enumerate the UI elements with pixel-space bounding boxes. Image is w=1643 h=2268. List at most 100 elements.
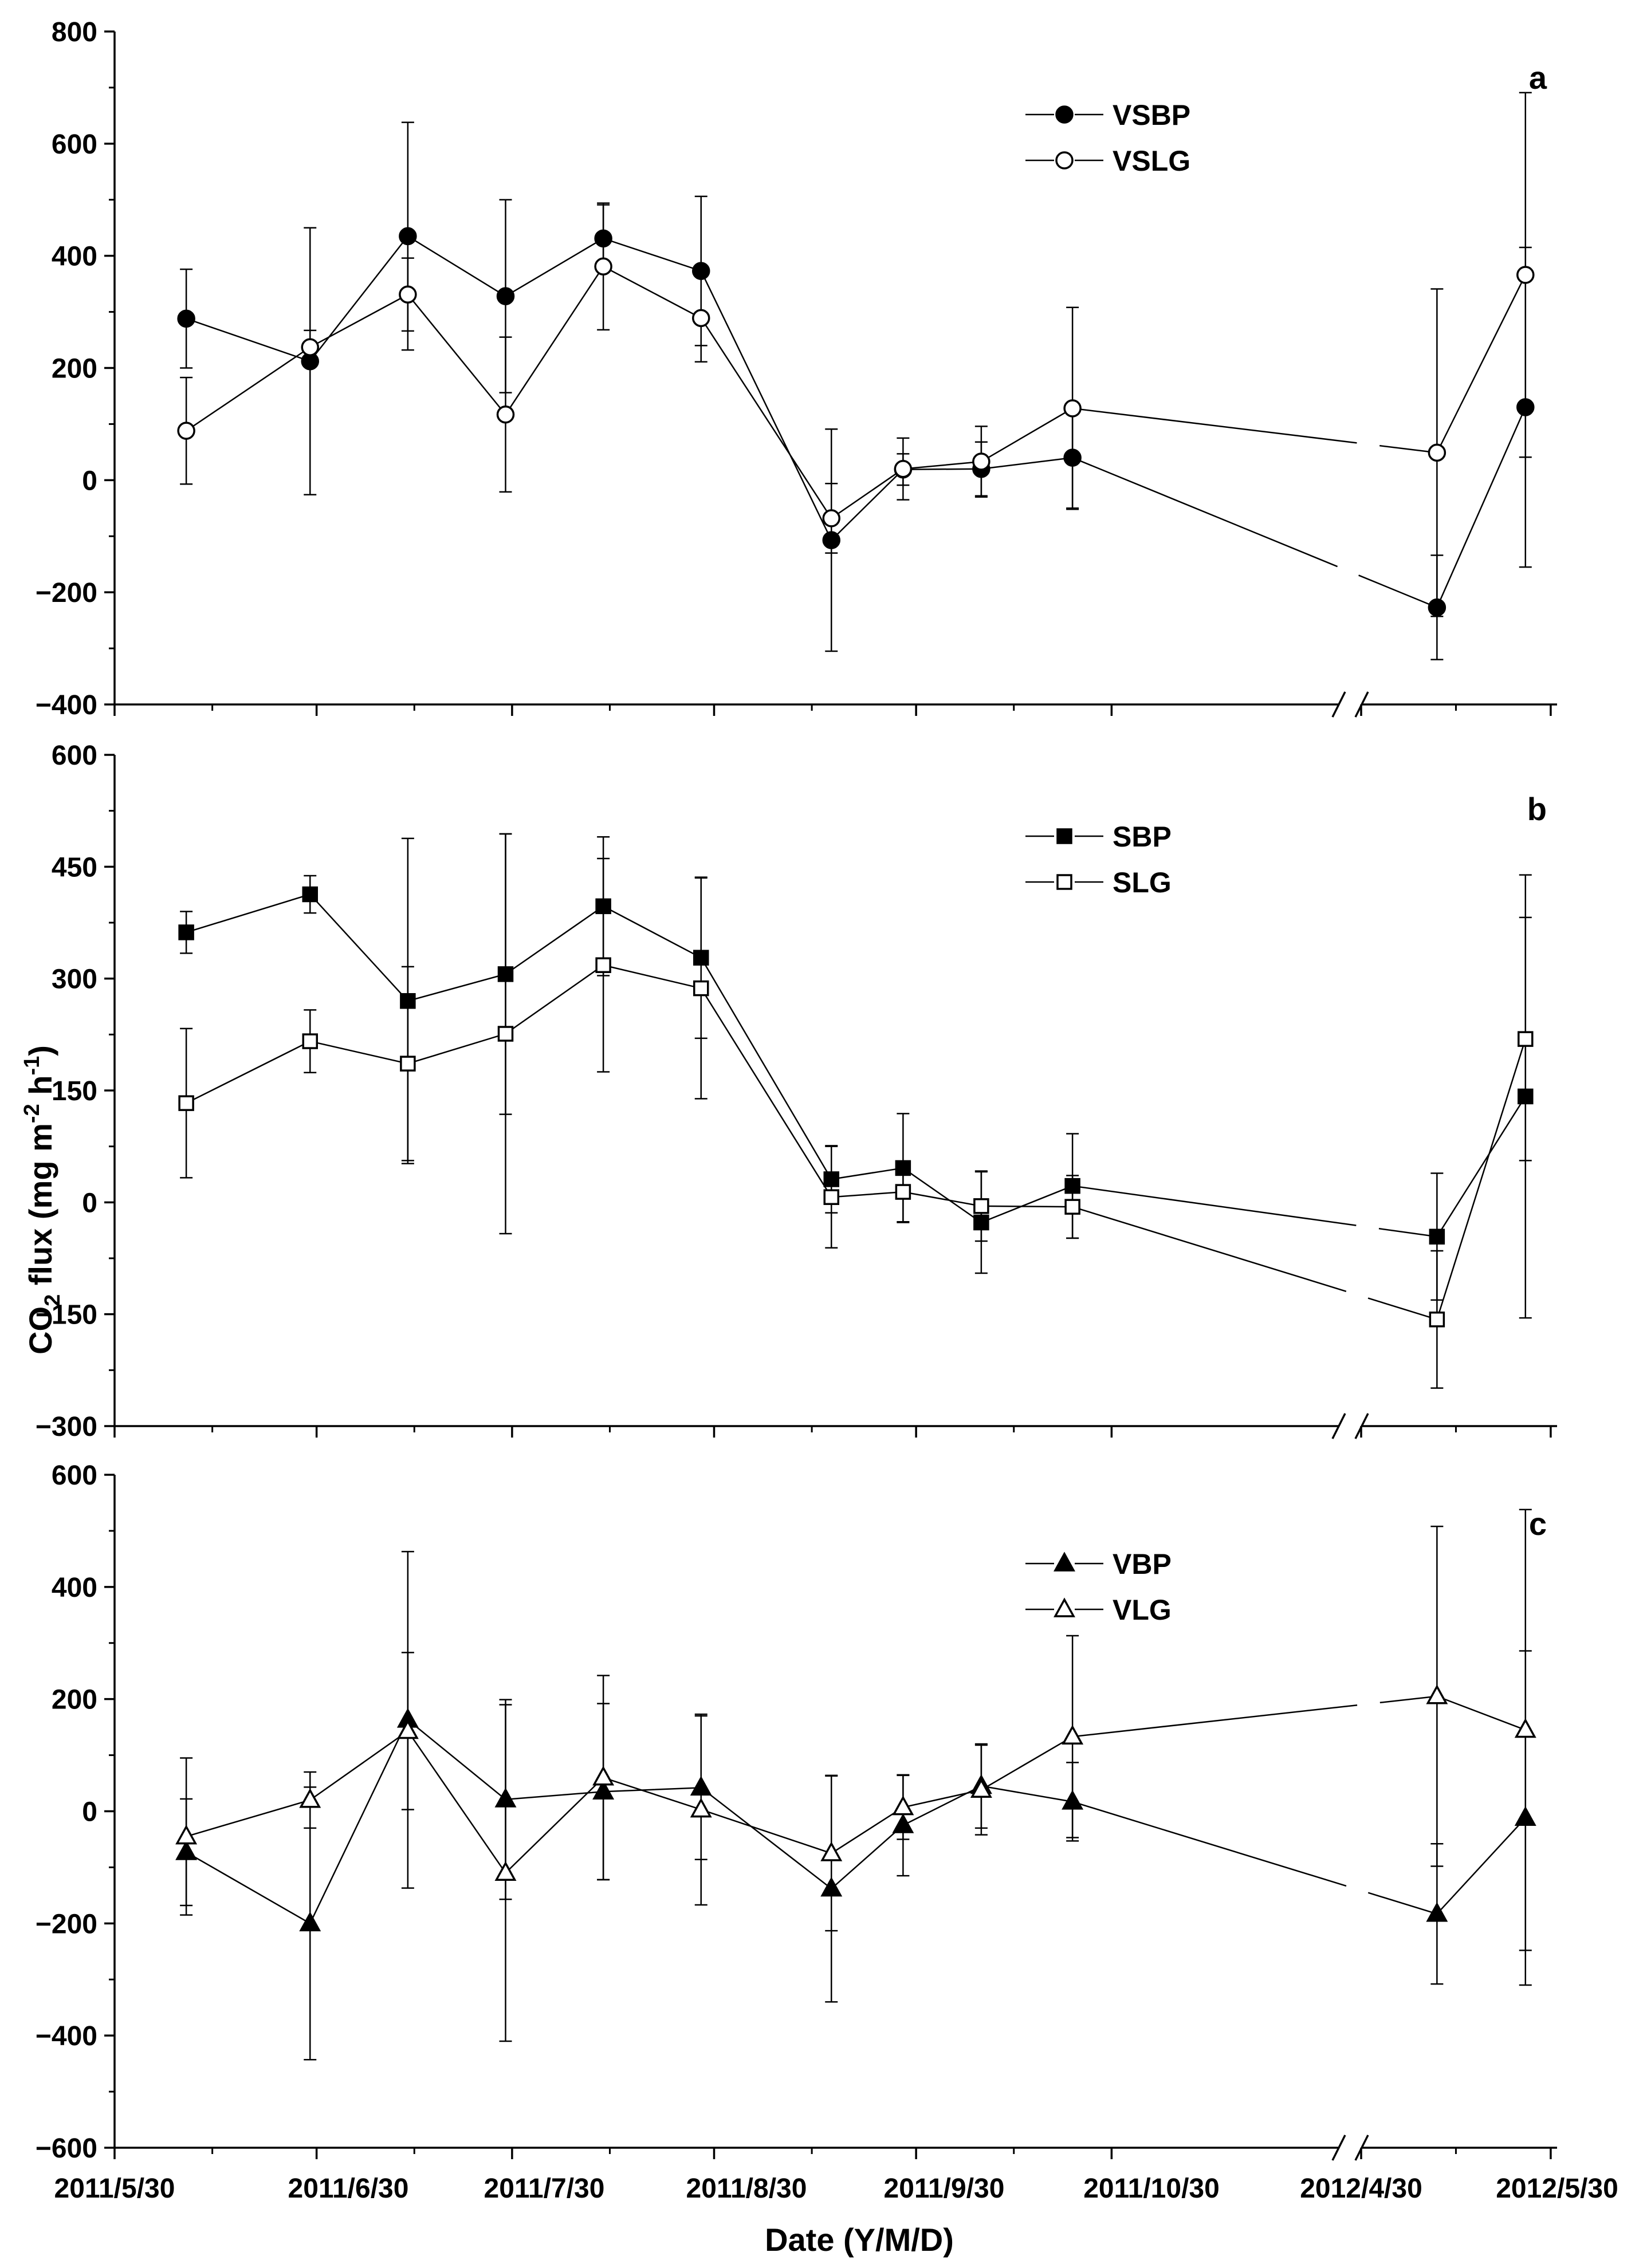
y-tick-label: −200: [36, 1909, 97, 1939]
x-tick-label: 2011/8/30: [686, 2174, 807, 2204]
y-tick-label: 450: [52, 852, 97, 883]
data-point: [177, 309, 195, 328]
axis-break-mark: [1331, 1413, 1346, 1439]
legend-label: VBP: [1113, 1548, 1172, 1580]
data-point: [302, 1033, 318, 1049]
x-tick-label: 2012/4/30: [1300, 2174, 1422, 2204]
series-line: [1436, 1038, 1526, 1320]
data-point: [820, 1841, 843, 1861]
y-tick-label: −400: [36, 2021, 97, 2052]
data-point: [973, 1198, 989, 1214]
y-tick-label: −300: [36, 1412, 97, 1442]
axis-break-mark: [1331, 2135, 1346, 2161]
data-point: [594, 257, 612, 276]
x-tick-label: 2011/5/30: [54, 2174, 175, 2204]
series-line-break: [1072, 1801, 1437, 1915]
x-axis-title: Date (Y/M/D): [765, 2222, 954, 2258]
x-tick-labels: 2011/5/30 2011/6/30 2011/7/30 2011/8/30 …: [54, 2174, 1618, 2204]
data-point: [1054, 1597, 1075, 1617]
panel-label: b: [1527, 791, 1547, 827]
data-point: [822, 509, 840, 527]
series-line: [186, 265, 1073, 519]
data-point: [302, 886, 318, 903]
y-title-prefix: CO: [22, 1306, 58, 1354]
series-line-break: [1072, 1206, 1437, 1320]
y-title-sub: 2: [41, 1294, 65, 1306]
series-line-break: [1072, 457, 1437, 608]
x-tick-label: 2011/7/30: [484, 2174, 605, 2204]
series-line-break: [1072, 1185, 1437, 1238]
data-point: [299, 1788, 321, 1808]
panels-layer: 8006004002000−200−400VSBPVSLGa6004503001…: [36, 17, 1557, 2164]
data-point: [692, 309, 710, 328]
legend-label: VSLG: [1113, 145, 1190, 177]
data-point: [595, 957, 611, 973]
data-point: [1518, 1031, 1534, 1047]
data-point: [1428, 443, 1447, 462]
series-line: [186, 964, 1073, 1208]
data-point: [894, 460, 913, 478]
series-line-break: [1072, 407, 1437, 454]
data-point: [400, 1056, 416, 1072]
legend-label: VSBP: [1113, 99, 1190, 131]
data-point: [1429, 1312, 1445, 1328]
y-tick-label: 600: [52, 129, 97, 160]
y-tick-label: −400: [36, 690, 97, 720]
axis-break-mark: [1331, 691, 1346, 718]
y-title-sup1: -2: [20, 1104, 44, 1123]
y-tick-label: 0: [82, 1797, 97, 1828]
series-line: [186, 893, 1073, 1223]
legend-label: SLG: [1113, 867, 1172, 899]
y-title-sup2: -1: [20, 1056, 44, 1076]
panel-label: a: [1529, 60, 1547, 96]
data-point: [175, 1824, 198, 1845]
data-point: [1516, 266, 1535, 284]
data-point: [399, 227, 417, 246]
data-point: [496, 287, 515, 305]
data-point: [1429, 1228, 1445, 1245]
data-point: [497, 1026, 514, 1042]
series-line: [1436, 1096, 1526, 1237]
x-tick-label: 2012/5/30: [1496, 2174, 1618, 2204]
y-tick-label: 150: [52, 1076, 97, 1107]
y-axis-title: CO2 flux (mg m-2 h-1): [20, 1045, 65, 1354]
data-point: [301, 338, 319, 357]
y-tick-label: 200: [52, 1685, 97, 1715]
y-tick-label: 400: [52, 242, 97, 272]
series-SBP: SBP: [178, 821, 1534, 1319]
y-title-mid: flux (mg m: [22, 1123, 58, 1294]
y-title-suffix: ): [22, 1045, 58, 1056]
data-point: [299, 1911, 321, 1932]
data-point: [972, 452, 990, 471]
data-point: [693, 980, 709, 997]
y-tick-label: 0: [82, 1188, 97, 1218]
data-point: [823, 1189, 839, 1205]
x-tick-label: 2011/9/30: [884, 2174, 1005, 2204]
data-point: [399, 285, 417, 304]
panel-b: 600 450 300 150 0 −150 −300 SBP SLG b: [36, 741, 1557, 1442]
series-line: [186, 235, 1073, 542]
series-line: [186, 1730, 1073, 1875]
panel-c: 600 400 200 0 −200 −400 −600 VBP VLG c: [36, 1460, 1557, 2164]
data-point: [496, 405, 515, 424]
data-point: [1056, 874, 1072, 890]
data-point: [1063, 399, 1082, 418]
series-line: [1436, 407, 1526, 608]
x-tick-label: 2011/6/30: [288, 2174, 409, 2204]
panel-label: c: [1529, 1506, 1547, 1542]
series-line-break: [1072, 1695, 1437, 1738]
panel-a: 800 600 400 200 0 −200 −400 VSBP VSLG a: [36, 17, 1557, 720]
y-tick-label: 300: [52, 964, 97, 995]
data-point: [1062, 1724, 1084, 1745]
data-point: [178, 1095, 194, 1111]
data-point: [1064, 1199, 1080, 1215]
series-VBP: VBP: [175, 1548, 1536, 2061]
data-point: [690, 1797, 712, 1818]
y-tick-label: 600: [52, 1460, 97, 1491]
y-tick-label: 0: [82, 466, 97, 496]
data-point: [396, 1719, 419, 1739]
data-point: [1056, 828, 1072, 844]
y-tick-label: 600: [52, 741, 97, 771]
y-tick-label: 400: [52, 1573, 97, 1603]
